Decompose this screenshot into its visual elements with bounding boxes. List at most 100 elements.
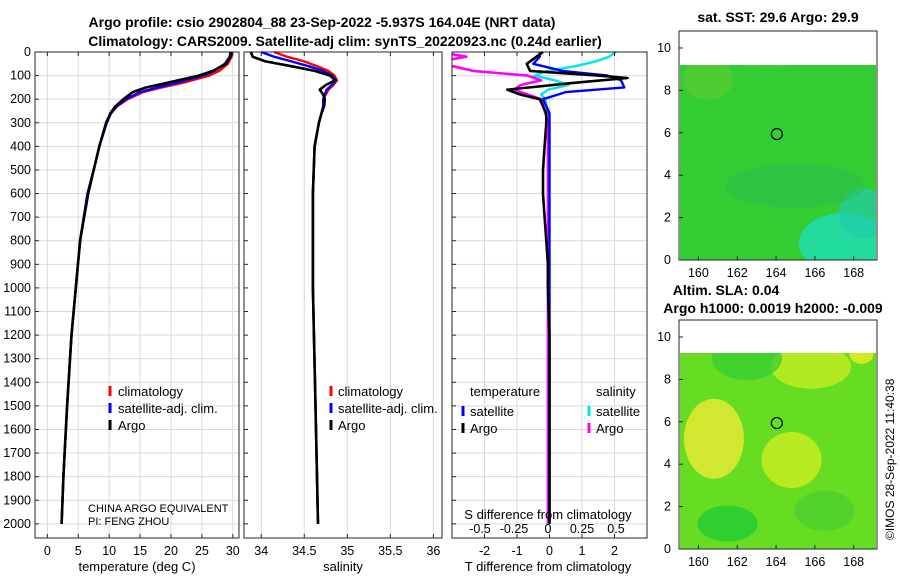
legend-label: Argo (470, 421, 497, 436)
t-difference-xlabel: T difference from climatology (465, 559, 632, 574)
x-tick-label: 160 (688, 266, 709, 280)
argo-position-marker (770, 127, 783, 141)
s-difference-xlabel: S difference from climatology (464, 507, 632, 522)
y-tick-label: 600 (10, 187, 31, 201)
legend-label: climatology (118, 384, 184, 399)
map-patch (794, 490, 855, 531)
title-line-2: Climatology: CARS2009. Satellite-adj cli… (88, 33, 602, 49)
salinity-panel: 34 34.5 35 35.5 36 climatology satellite-adj. … (243, 51, 443, 558)
s-tick-label: 0.5 (607, 522, 624, 536)
map-patch (761, 431, 822, 488)
sla-map-title: Altim. SLA: 0.04 (673, 282, 780, 298)
series-line-temperature-satellite (532, 52, 626, 524)
y-tick-label: 8 (664, 372, 671, 386)
map-field (680, 65, 876, 260)
legend-heading: salinity (596, 384, 636, 399)
sst-map-panel: 160 162 164 166 168 0 2 4 6 8 10 (657, 30, 878, 280)
y-tick-label: 800 (10, 234, 31, 248)
y-tick-label: 1000 (3, 281, 31, 295)
x-tick-label: 36 (426, 544, 440, 558)
x-tick-label: 34 (254, 544, 268, 558)
y-tick-label: 900 (10, 257, 31, 271)
x-tick-label: 0 (44, 544, 51, 558)
axes-frame (243, 51, 443, 539)
x-tick-label: 1 (579, 544, 586, 558)
series-line-argo (60, 51, 233, 524)
y-tick-label: 200 (10, 92, 31, 106)
y-tick-label: 2 (664, 500, 671, 514)
x-tick-label: 164 (766, 266, 787, 280)
difference-salinity-legend: salinity satellite Argo (587, 384, 640, 436)
title-line-1: Argo profile: csio 2902804_88 23-Sep-202… (89, 14, 556, 30)
y-tick-label: 1300 (3, 352, 31, 366)
y-tick-label: 4 (664, 168, 671, 182)
y-tick-label: 1200 (3, 328, 31, 342)
temperature-xlabel: temperature (deg C) (78, 559, 195, 574)
x-tick-label: 35.5 (378, 544, 402, 558)
legend-label: satellite-adj. clim. (338, 401, 438, 416)
temperature-legend: climatology satellite-adj. clim. Argo (108, 384, 218, 433)
legend-label: Argo (596, 421, 623, 436)
y-tick-label: 1800 (3, 470, 31, 484)
y-tick-label: 400 (10, 139, 31, 153)
series-group (452, 51, 629, 524)
map-frame (678, 30, 878, 261)
y-tick-label: 8 (664, 83, 671, 97)
s-tick-label: -0.5 (469, 522, 491, 536)
difference-panel: -2 -1 0 1 2 -0.5 -0.25 0 0.25 0.5 temperature satel… (451, 51, 648, 558)
y-tick-label: 6 (664, 126, 671, 140)
x-tick-label: 0 (546, 544, 553, 558)
legend-label: satellite (596, 404, 640, 419)
y-tick-label: 700 (10, 210, 31, 224)
x-tick-label: 5 (75, 544, 82, 558)
sla-map-panel: 160 162 164 166 168 0 2 4 6 8 10 (657, 319, 878, 569)
y-tick-label: 10 (657, 330, 671, 344)
map-field (680, 353, 876, 549)
x-tick-label: 35 (340, 544, 354, 558)
map-patch (683, 398, 744, 479)
map-frame (678, 319, 878, 550)
y-tick-label: 1600 (3, 422, 31, 436)
x-tick-label: 15 (133, 544, 147, 558)
x-tick-label: 2 (611, 544, 618, 558)
map-patch (743, 65, 790, 69)
y-tick-label: 1400 (3, 375, 31, 389)
pi-annotation: PI: FENG ZHOU (88, 516, 169, 528)
imos-timestamp: ©IMOS 28-Sep-2022 11:40:38 (883, 378, 897, 540)
axes-frame (34, 51, 240, 539)
x-tick-label: 162 (727, 555, 748, 569)
x-tick-label: 34.5 (292, 544, 316, 558)
x-tick-label: 30 (226, 544, 240, 558)
legend-label: climatology (338, 384, 404, 399)
s-tick-label: 0 (545, 522, 552, 536)
legend-label: satellite-adj. clim. (118, 401, 218, 416)
y-tick-label: 500 (10, 163, 31, 177)
s-tick-label: -0.25 (500, 522, 529, 536)
legend-label: satellite (470, 404, 514, 419)
y-tick-label: 10 (657, 41, 671, 55)
salinity-legend: climatology satellite-adj. clim. Argo (329, 384, 438, 433)
s-tick-label: 0.25 (570, 522, 594, 536)
map-patch (711, 353, 782, 381)
map-patch (697, 505, 758, 542)
salinity-xlabel: salinity (323, 559, 363, 574)
x-tick-label: 162 (727, 266, 748, 280)
argo-position-marker (770, 416, 783, 430)
map-patch (771, 353, 851, 389)
sst-map-title: sat. SST: 29.6 Argo: 29.9 (697, 9, 859, 25)
difference-temperature-legend: temperature satellite Argo (461, 384, 540, 436)
y-tick-label: 1100 (4, 305, 31, 319)
x-tick-label: 166 (804, 555, 825, 569)
y-tick-label: 1700 (3, 446, 31, 460)
y-tick-label: 0 (664, 253, 671, 267)
x-tick-label: 164 (766, 555, 787, 569)
grid (260, 52, 434, 538)
institution-annotation: CHINA ARGO EQUIVALENT (88, 503, 229, 515)
x-tick-label: 168 (843, 266, 864, 280)
legend-label: Argo (338, 418, 365, 433)
y-tick-label: 4 (664, 457, 671, 471)
x-tick-label: 25 (195, 544, 209, 558)
x-tick-label: -2 (479, 544, 490, 558)
y-tick-label: 1500 (3, 399, 31, 413)
